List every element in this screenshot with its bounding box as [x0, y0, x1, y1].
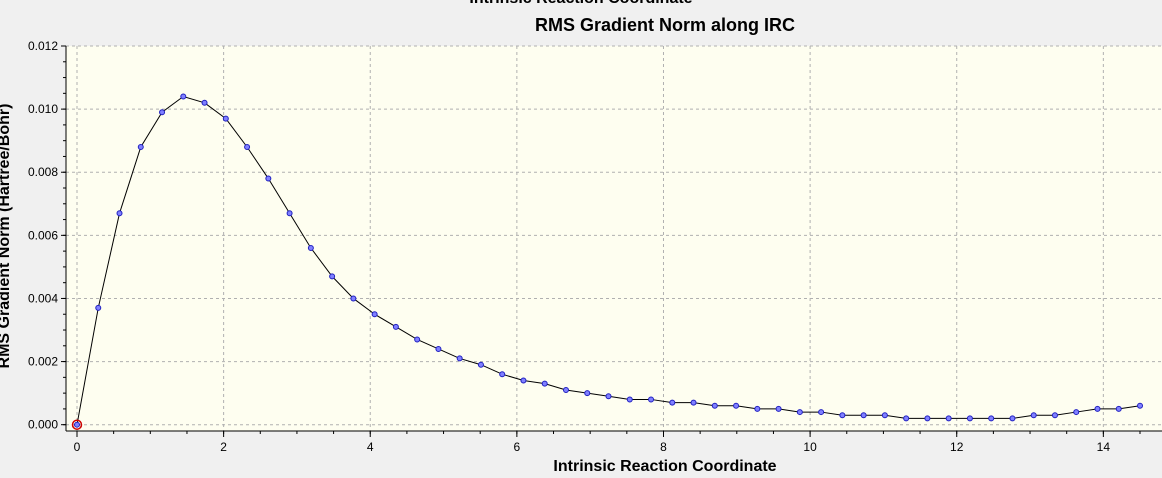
top-cut-text: Intrinsic Reaction Coordinate — [0, 0, 1162, 8]
chart-title: RMS Gradient Norm along IRC — [534, 15, 795, 35]
data-point — [669, 399, 676, 406]
y-tick-label: 0.012 — [28, 39, 58, 53]
data-point — [945, 415, 952, 422]
data-point — [329, 273, 336, 280]
data-point — [1115, 405, 1122, 412]
data-point — [520, 377, 527, 384]
data-point — [137, 143, 144, 150]
data-point — [180, 93, 187, 100]
data-layer — [71, 93, 1144, 430]
data-point — [584, 390, 591, 397]
data-point — [818, 409, 825, 416]
data-point — [414, 336, 421, 343]
data-point — [350, 295, 357, 302]
data-point — [244, 143, 251, 150]
data-point — [159, 109, 166, 116]
y-tick-label: 0.006 — [28, 228, 58, 242]
data-point — [733, 402, 740, 409]
x-tick-label: 2 — [220, 440, 227, 454]
y-tick-label: 0.000 — [28, 418, 58, 432]
data-point — [73, 421, 80, 428]
x-tick-label: 4 — [367, 440, 374, 454]
data-point — [1009, 415, 1016, 422]
data-point — [201, 99, 208, 106]
data-point — [754, 405, 761, 412]
data-point — [1030, 412, 1037, 419]
data-point — [648, 396, 655, 403]
y-tick-label: 0.010 — [28, 102, 58, 116]
x-tick-label: 0 — [74, 440, 81, 454]
highlighted-point — [71, 419, 83, 430]
data-point — [775, 405, 782, 412]
y-tick-label: 0.004 — [28, 291, 58, 305]
data-point — [371, 311, 378, 318]
x-tick-label: 10 — [803, 440, 817, 454]
data-point — [711, 402, 718, 409]
data-point — [924, 415, 931, 422]
data-point — [392, 323, 399, 330]
data-point — [477, 361, 484, 368]
data-point — [1137, 402, 1144, 409]
data-point — [839, 412, 846, 419]
grid-layer — [66, 45, 1162, 431]
data-point — [966, 415, 973, 422]
x-tick-label: 8 — [660, 440, 667, 454]
plot-area — [66, 46, 1162, 431]
data-point — [860, 412, 867, 419]
y-tick-label: 0.008 — [28, 165, 58, 179]
data-point — [690, 399, 697, 406]
data-point — [307, 244, 314, 251]
data-point — [903, 415, 910, 422]
data-point — [286, 210, 293, 217]
data-point — [116, 210, 123, 217]
x-axis-label: Intrinsic Reaction Coordinate — [553, 458, 777, 475]
data-point — [265, 175, 272, 182]
data-point — [796, 409, 803, 416]
data-point — [1051, 412, 1058, 419]
x-tick-label: 6 — [514, 440, 521, 454]
data-point — [1073, 409, 1080, 416]
data-point — [626, 396, 633, 403]
data-point — [881, 412, 888, 419]
data-point — [222, 115, 229, 122]
data-point — [1094, 405, 1101, 412]
data-point — [562, 386, 569, 393]
x-tick-label: 12 — [950, 440, 964, 454]
data-point — [988, 415, 995, 422]
data-point — [456, 355, 463, 362]
y-tick-label: 0.002 — [28, 355, 58, 369]
x-tick-label: 14 — [1097, 440, 1111, 454]
data-point — [95, 304, 102, 311]
data-point — [605, 393, 612, 400]
data-point — [541, 380, 548, 387]
axes-layer: 0.000 0.002 0.004 0.006 0.008 0.010 0.012 0 2 4 6 8… — [28, 39, 1162, 454]
data-point — [435, 345, 442, 352]
data-point — [499, 371, 506, 378]
